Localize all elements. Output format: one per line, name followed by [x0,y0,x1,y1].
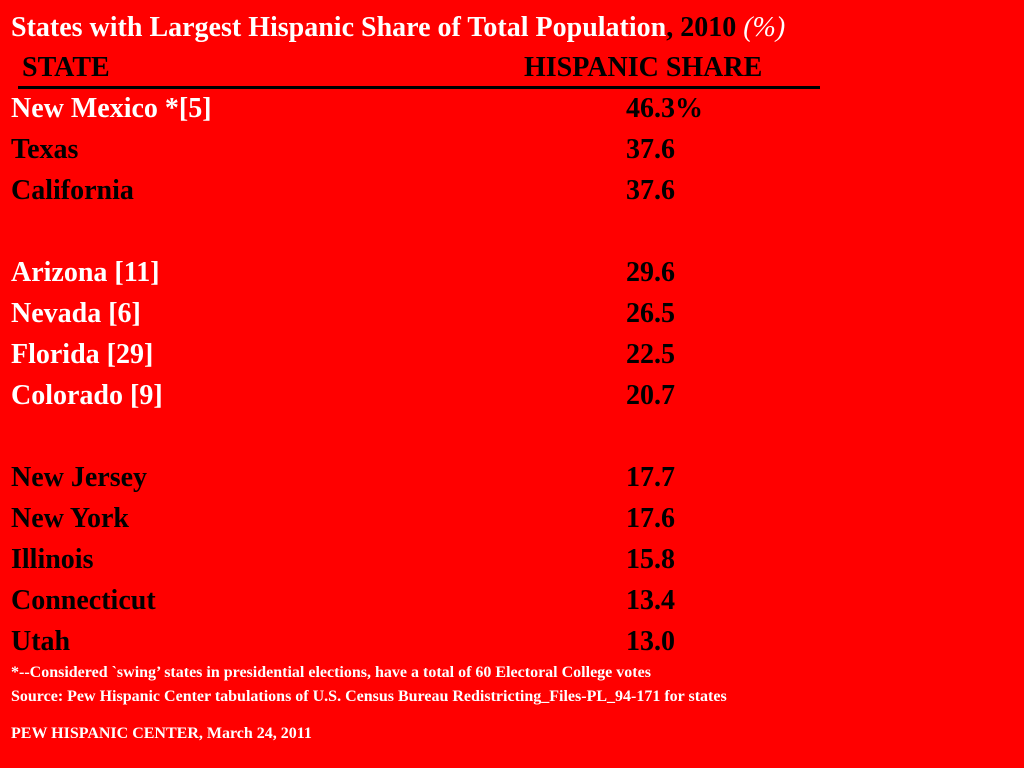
table-row: Arizona [11] 29.6 [11,253,1011,293]
state-name: Arizona [11] [11,257,160,288]
publisher-credit: PEW HISPANIC CENTER, March 24, 2011 [11,725,312,742]
source-note: Source: Pew Hispanic Center tabulations … [11,688,727,705]
table-row: Connecticut 13.4 [11,581,1011,621]
table-row: Nevada [6] 26.5 [11,294,1011,334]
title-unit: (%) [743,12,786,43]
hispanic-share-value: 13.0 [626,626,675,657]
table-row: New York 17.6 [11,499,1011,539]
table-row: Florida [29] 22.5 [11,335,1011,375]
state-name: New Jersey [11,462,148,493]
table-row: Illinois 15.8 [11,540,1011,580]
state-name: New Mexico *[5] [11,93,212,124]
table-header: STATE HISPANIC SHARE [18,50,820,89]
title-main: States with Largest Hispanic Share of To… [11,12,667,43]
hispanic-share-value: 13.4 [626,585,675,616]
table-row: Texas 37.6 [11,130,1011,170]
hispanic-share-value: 22.5 [626,339,675,370]
header-hispanic-share: HISPANIC SHARE [524,52,763,83]
page-title: States with Largest Hispanic Share of To… [11,11,785,45]
state-name: Connecticut [11,585,156,616]
hispanic-share-value: 17.7 [626,462,675,493]
state-name: New York [11,503,129,534]
table-row: New Jersey 17.7 [11,458,1011,498]
hispanic-share-value: 26.5 [626,298,675,329]
state-name: California [11,175,134,206]
table-row: Colorado [9] 20.7 [11,376,1011,416]
state-name: Texas [11,134,79,165]
state-name: Florida [29] [11,339,154,370]
title-year: , 2010 [666,12,744,43]
hispanic-share-value: 46.3% [626,93,703,124]
hispanic-share-value: 17.6 [626,503,675,534]
hispanic-share-value: 20.7 [626,380,675,411]
hispanic-share-value: 37.6 [626,134,675,165]
state-name: Illinois [11,544,94,575]
hispanic-share-value: 29.6 [626,257,675,288]
hispanic-share-value: 15.8 [626,544,675,575]
state-name: Nevada [6] [11,298,141,329]
header-state: STATE [22,52,110,83]
state-name: Utah [11,626,71,657]
table-row: California 37.6 [11,171,1011,211]
hispanic-share-value: 37.6 [626,175,675,206]
table-row: New Mexico *[5] 46.3% [11,89,1011,129]
state-name: Colorado [9] [11,380,163,411]
swing-states-footnote: *--Considered `swing’ states in presiden… [11,664,651,681]
table-row: Utah 13.0 [11,622,1011,662]
